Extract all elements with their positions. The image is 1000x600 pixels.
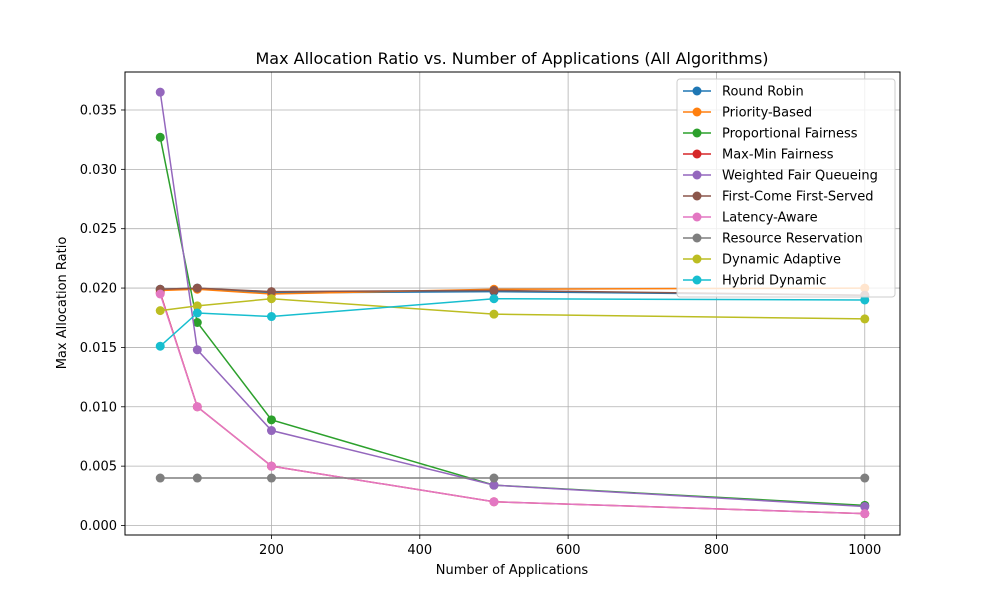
legend-item: Dynamic Adaptive xyxy=(683,253,841,268)
legend-label: Proportional Fairness xyxy=(722,127,858,142)
legend-label: Dynamic Adaptive xyxy=(722,253,841,268)
data-point xyxy=(860,314,870,324)
series-line xyxy=(159,292,865,515)
data-point xyxy=(489,497,499,507)
legend-marker xyxy=(692,233,702,243)
data-point xyxy=(489,480,499,490)
series-layer xyxy=(155,87,870,519)
legend-label: Round Robin xyxy=(722,85,804,100)
legend-item: First-Come First-Served xyxy=(683,190,873,205)
data-point xyxy=(266,287,276,297)
legend-marker xyxy=(692,107,702,117)
plot-frame xyxy=(124,71,901,536)
x-tick-label: 200 xyxy=(259,543,284,558)
data-point xyxy=(489,285,499,295)
data-point xyxy=(155,473,165,483)
legend-marker xyxy=(692,149,702,159)
data-point xyxy=(266,426,276,436)
legend-marker xyxy=(692,170,702,180)
data-point xyxy=(266,415,276,425)
series-resource-reservation xyxy=(155,473,870,483)
x-tick-label: 1000 xyxy=(848,543,881,558)
data-point xyxy=(192,402,202,412)
legend-item: Max-Min Fairness xyxy=(683,148,834,163)
ticks: 200 400 600 800 1000 0.000 0.005 0.010 0.015 0.02… xyxy=(80,103,882,558)
data-point xyxy=(192,317,202,327)
legend-item: Resource Reservation xyxy=(683,232,863,247)
series-line xyxy=(159,298,865,347)
y-tick-label: 0.005 xyxy=(80,460,117,475)
legend-marker xyxy=(692,275,702,285)
chart-title: Max Allocation Ratio vs. Number of Appli… xyxy=(255,49,768,68)
data-point xyxy=(155,341,165,351)
legend-marker xyxy=(692,128,702,138)
data-point xyxy=(192,473,202,483)
data-point xyxy=(489,294,499,304)
y-tick-label: 0.025 xyxy=(80,222,117,237)
data-point xyxy=(266,294,276,304)
legend-label: Hybrid Dynamic xyxy=(722,274,826,289)
series-weighted-fair-queueing xyxy=(155,87,870,512)
data-point xyxy=(192,301,202,311)
data-point xyxy=(860,295,870,305)
series-dynamic-adaptive xyxy=(155,294,870,324)
x-tick-label: 400 xyxy=(407,543,432,558)
legend-item: Hybrid Dynamic xyxy=(683,274,826,289)
legend: Round Robin Priority-Based Proportional Fa… xyxy=(676,78,896,298)
data-point xyxy=(266,312,276,322)
legend-marker xyxy=(692,86,702,96)
legend-marker xyxy=(692,254,702,264)
data-point xyxy=(155,289,165,299)
x-axis-label: Number of Applications xyxy=(436,563,589,578)
legend-label: Max-Min Fairness xyxy=(722,148,834,163)
data-point xyxy=(860,509,870,519)
series-max-min-fairness xyxy=(155,288,870,519)
data-point xyxy=(860,502,870,512)
data-point xyxy=(860,473,870,483)
x-tick-label: 800 xyxy=(704,543,729,558)
legend-label: Latency-Aware xyxy=(722,211,818,226)
data-point xyxy=(155,132,165,142)
legend-label: Priority-Based xyxy=(722,106,812,121)
y-tick-label: 0.035 xyxy=(80,103,117,118)
legend-marker xyxy=(692,212,702,222)
y-axis-label: Max Allocation Ratio xyxy=(55,237,70,370)
data-point xyxy=(266,473,276,483)
legend-marker xyxy=(692,191,702,201)
series-hybrid-dynamic xyxy=(155,294,870,351)
data-point xyxy=(155,306,165,316)
data-point xyxy=(489,473,499,483)
data-point xyxy=(192,308,202,318)
series-latency-aware xyxy=(155,289,870,519)
legend-item: Round Robin xyxy=(683,85,804,100)
y-tick-label: 0.000 xyxy=(80,519,117,534)
series-line xyxy=(159,293,865,515)
y-tick-label: 0.030 xyxy=(80,163,117,178)
y-tick-label: 0.015 xyxy=(80,341,117,356)
y-tick-label: 0.020 xyxy=(80,282,117,297)
data-point xyxy=(489,309,499,319)
y-tick-label: 0.010 xyxy=(80,400,117,415)
data-point xyxy=(155,87,165,97)
legend-label: First-Come First-Served xyxy=(722,190,873,205)
legend-label: Weighted Fair Queueing xyxy=(722,169,878,184)
legend-label: Resource Reservation xyxy=(722,232,863,247)
data-point xyxy=(266,461,276,471)
x-tick-label: 600 xyxy=(556,543,581,558)
data-point xyxy=(192,345,202,355)
data-point xyxy=(192,283,202,293)
legend-item: Weighted Fair Queueing xyxy=(683,169,878,184)
legend-item: Proportional Fairness xyxy=(683,127,858,142)
legend-item: Latency-Aware xyxy=(683,211,818,226)
legend-item: Priority-Based xyxy=(683,106,812,121)
legend-box xyxy=(676,78,896,298)
